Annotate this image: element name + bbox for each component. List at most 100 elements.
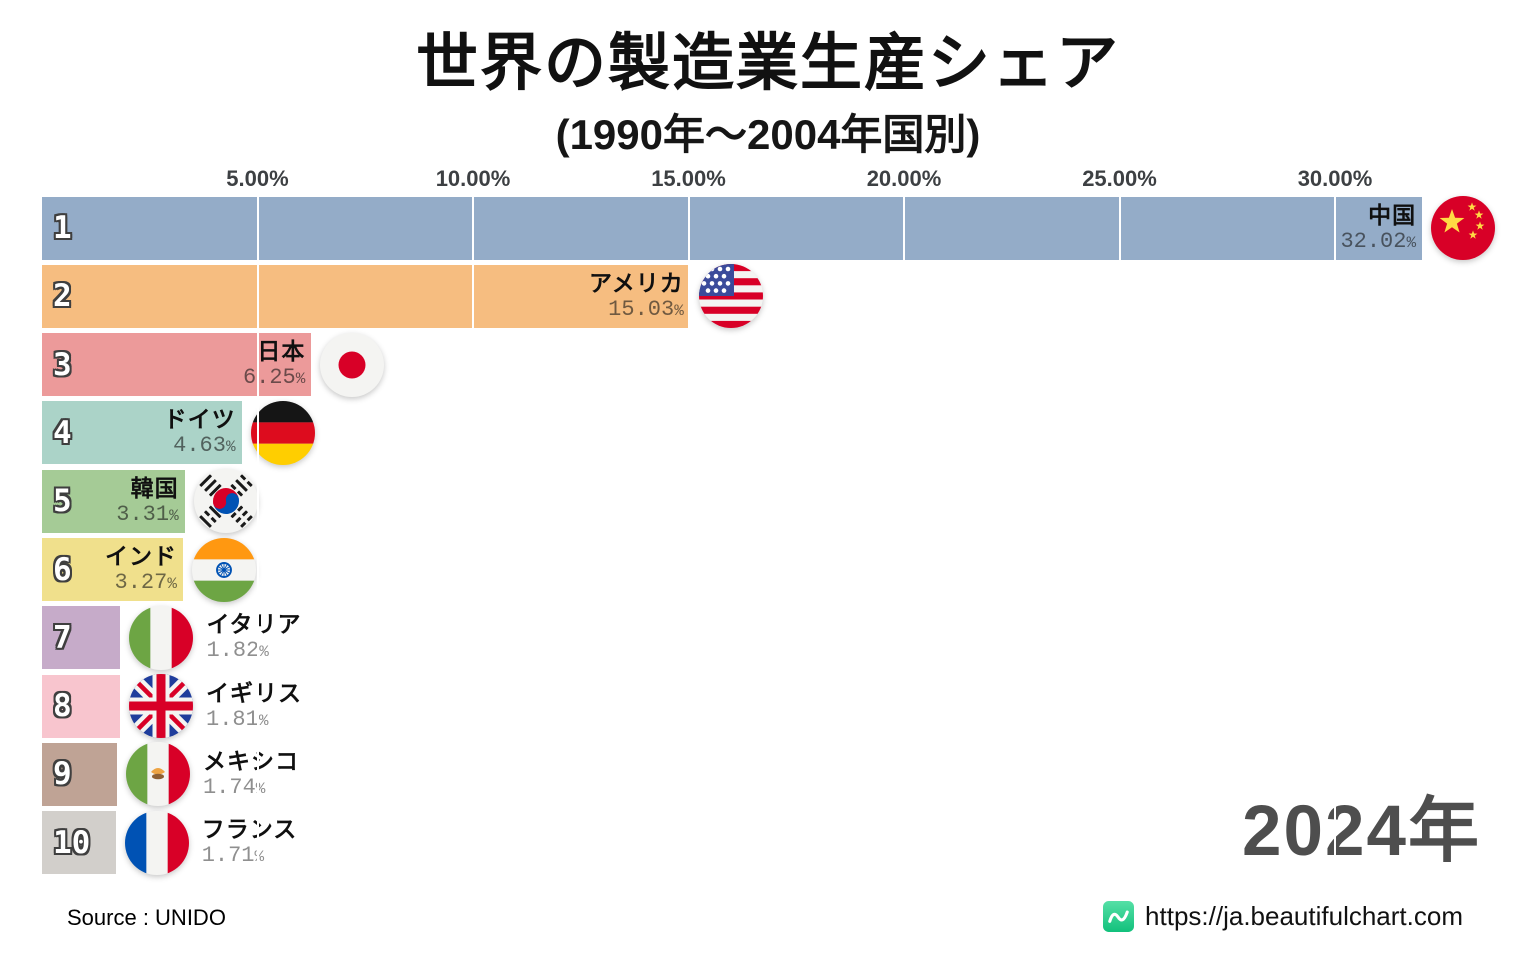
- country-name: フランス: [201, 816, 298, 843]
- country-name: 日本: [257, 338, 306, 365]
- country-name: ドイツ: [163, 406, 236, 433]
- bar-row: 3 日本 6.25%: [0, 332, 1536, 397]
- country-name: インド: [104, 543, 177, 569]
- bar-row: 10 フランス 1.71%: [0, 810, 1536, 875]
- gridline: [687, 196, 690, 875]
- gridline: [472, 196, 474, 875]
- rank-label: 7: [53, 619, 72, 656]
- bar: [42, 196, 1423, 260]
- bar-label: 中国 32.02%: [1340, 202, 1416, 256]
- percent-sign: %: [254, 848, 265, 867]
- bar-row: 9 メキシコ 1.74%: [0, 742, 1536, 807]
- percent-label: 32.02%: [1340, 228, 1417, 254]
- bar-row: 6 インド 3.27%: [0, 537, 1536, 602]
- bar-label: インド 3.27%: [105, 543, 177, 597]
- site-watermark: https://ja.beautifulchart.com: [1103, 901, 1463, 932]
- bar-label: アメリカ 15.03%: [589, 270, 684, 324]
- bar: [42, 742, 117, 806]
- bar: [42, 606, 121, 670]
- bar-label: イギリス 1.81%: [206, 680, 302, 734]
- percent-label: 1.82%: [206, 638, 269, 664]
- percent-label: 6.25%: [242, 365, 306, 391]
- bar-label: 日本 6.25%: [243, 338, 305, 392]
- uk-flag-icon: [129, 674, 193, 739]
- usa-flag-icon: [698, 264, 763, 329]
- percent-sign: %: [1406, 233, 1417, 252]
- country-name: メキシコ: [202, 747, 299, 774]
- country-name: アメリカ: [588, 269, 684, 296]
- bar: [42, 333, 312, 397]
- gridline: [903, 196, 905, 875]
- rank-label: 5: [53, 483, 72, 520]
- rank-label: 2: [53, 278, 72, 315]
- percent-label: 1.74%: [202, 774, 266, 800]
- bar-row: 8 イギリス 1.81%: [0, 674, 1536, 739]
- bar-label: メキシコ 1.74%: [203, 748, 299, 802]
- bar-row: 1 中国 32.02%: [0, 196, 1536, 260]
- percent-sign: %: [167, 575, 177, 593]
- bar-label: イタリア 1.82%: [206, 611, 301, 665]
- china-flag-icon: [1431, 196, 1496, 260]
- percent-sign: %: [259, 643, 269, 662]
- percent-label: 1.71%: [201, 843, 265, 869]
- bar: [42, 811, 116, 875]
- bar: [42, 469, 185, 533]
- bar-row: 4 ドイツ 4.63%: [0, 400, 1536, 465]
- percent-label: 15.03%: [608, 296, 684, 322]
- bar-row: 5 韓国 3.31%: [0, 469, 1536, 534]
- source-label: Source : UNIDO: [67, 905, 226, 930]
- bar: [42, 538, 183, 601]
- axis-tick-label: 15.00%: [651, 166, 726, 191]
- rank-label: 3: [53, 346, 72, 383]
- rank-label: 9: [53, 756, 72, 793]
- germany-flag-icon: [250, 400, 315, 465]
- axis-tick-label: 10.00%: [435, 166, 511, 191]
- percent-sign: %: [295, 370, 306, 389]
- rank-label: 8: [53, 688, 72, 725]
- chart-subtitle: (1990年〜2004年国別): [555, 111, 981, 158]
- france-flag-icon: [124, 810, 189, 875]
- percent-label: 3.31%: [116, 501, 179, 527]
- bar-row: 7 イタリア 1.82%: [0, 605, 1536, 670]
- gridline: [1334, 196, 1336, 875]
- chart-title: 世界の製造業生産シェア: [415, 29, 1120, 98]
- percent-sign: %: [674, 301, 684, 320]
- country-name: 韓国: [130, 474, 179, 501]
- country-name: イタリア: [206, 611, 302, 638]
- percent-sign: %: [169, 506, 179, 525]
- country-name: イギリス: [206, 679, 302, 706]
- gridline: [256, 196, 259, 875]
- bar: [42, 401, 242, 465]
- rank-label: 10: [53, 824, 91, 861]
- bar-label: ドイツ 4.63%: [164, 406, 236, 460]
- rank-label: 4: [53, 414, 72, 451]
- south-korea-flag-icon: [193, 469, 258, 534]
- india-flag-icon: [191, 537, 256, 602]
- bar-label: 韓国 3.31%: [116, 475, 178, 529]
- bar-row: 2 アメリカ 15.03%: [0, 264, 1536, 329]
- bar: [42, 264, 690, 328]
- bar-label: フランス 1.71%: [202, 816, 298, 870]
- site-url: https://ja.beautifulchart.com: [1145, 901, 1463, 931]
- chart-wave-icon: [1103, 901, 1135, 932]
- mexico-flag-icon: [125, 742, 190, 807]
- axis-tick-label: 20.00%: [866, 166, 942, 191]
- percent-sign: %: [255, 779, 266, 798]
- italy-flag-icon: [129, 605, 194, 670]
- rank-label: 1: [53, 210, 72, 246]
- percent-label: 1.81%: [206, 706, 269, 732]
- year-label: 2024年: [1242, 792, 1481, 871]
- japan-flag-icon: [320, 332, 385, 397]
- percent-label: 3.27%: [114, 570, 177, 595]
- axis-tick-label: 25.00%: [1082, 166, 1157, 191]
- percent-sign: %: [225, 438, 236, 457]
- gridline: [1118, 196, 1121, 875]
- axis-tick-label: 30.00%: [1297, 166, 1373, 191]
- percent-sign: %: [258, 711, 269, 730]
- bar: [42, 674, 120, 738]
- country-name: 中国: [1368, 201, 1417, 228]
- rank-label: 6: [53, 551, 72, 588]
- axis-tick-label: 5.00%: [226, 166, 289, 191]
- percent-label: 4.63%: [173, 433, 236, 459]
